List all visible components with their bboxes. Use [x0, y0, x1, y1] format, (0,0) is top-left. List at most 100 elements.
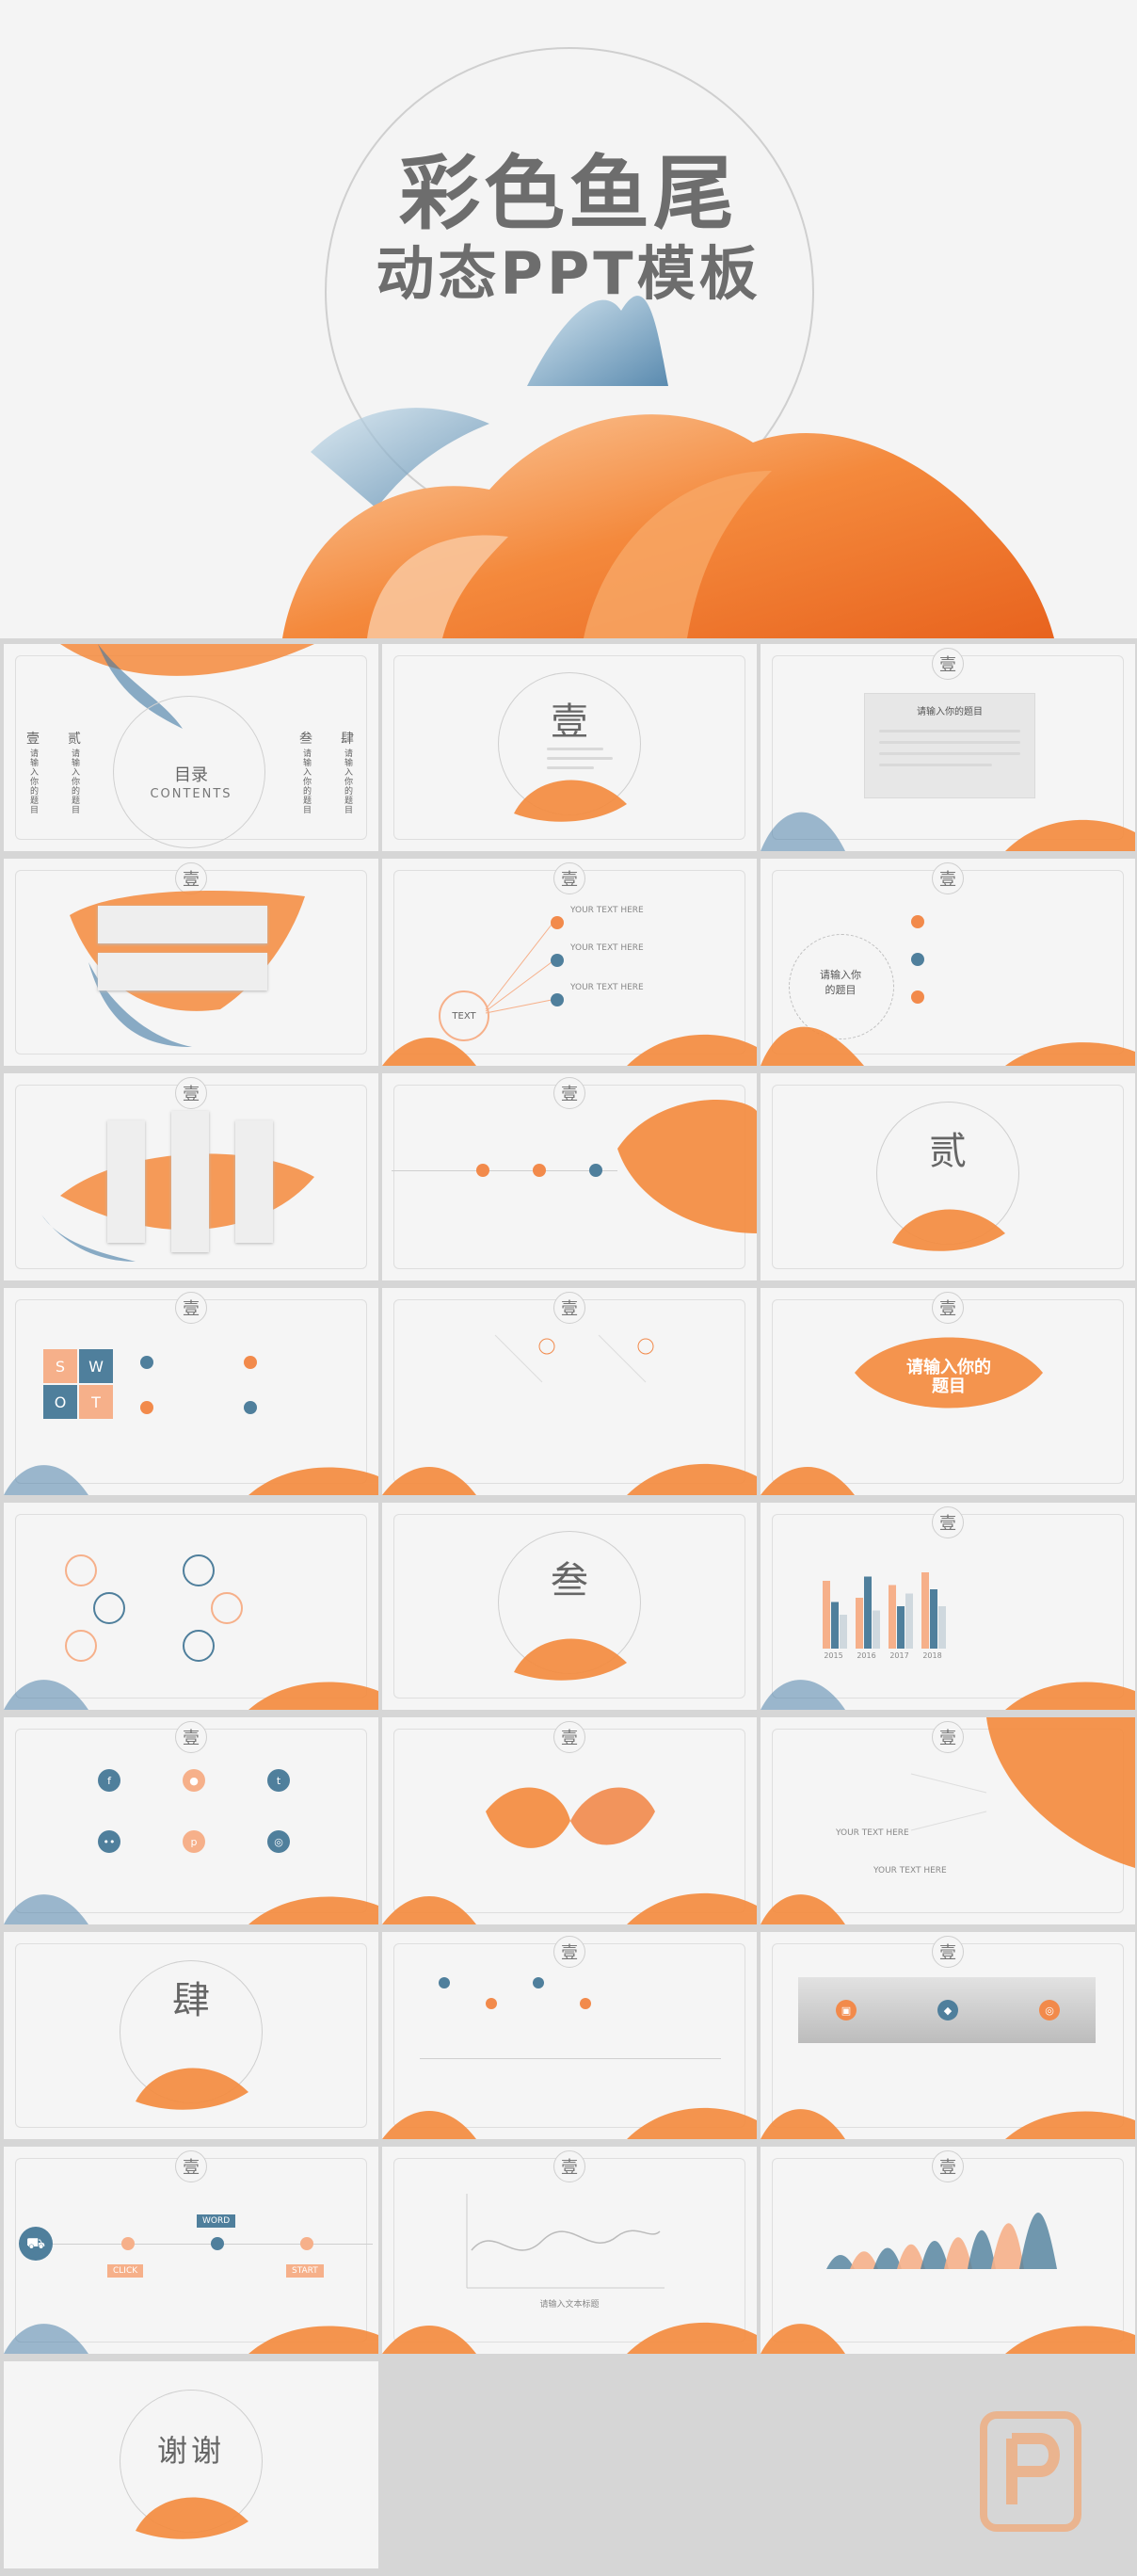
chapter-2-char[interactable]: 贰 — [68, 732, 81, 747]
facebook-icon[interactable]: f — [98, 1769, 120, 1792]
slide-wave-chart[interactable]: 壹 — [761, 2147, 1135, 2354]
fish-tail-illustration — [4, 1894, 378, 1924]
chapter-badge: 壹 — [932, 1506, 964, 1538]
user-icon — [244, 1401, 257, 1414]
wave-chart — [761, 2213, 1135, 2354]
fish-tail-illustration — [761, 1026, 1135, 1066]
fish-tail-illustration — [382, 2107, 757, 2139]
instagram-icon[interactable]: ◎ — [267, 1830, 290, 1853]
chapter-four-char: 肆 — [172, 1979, 210, 2022]
slide-social-icons[interactable]: 壹 f ● t •• p ◎ — [4, 1717, 378, 1924]
slide-bar-chart[interactable]: 壹 2015 2016 2017 2018 — [761, 1503, 1135, 1710]
chapter-badge: 壹 — [932, 1936, 964, 1968]
text-node: TEXT — [439, 990, 489, 1041]
bar-2-2 — [905, 1593, 913, 1649]
swot-w: W — [79, 1349, 113, 1383]
bar-1-1 — [864, 1576, 872, 1649]
bullet-icon — [911, 990, 924, 1004]
bar-1-0 — [856, 1598, 863, 1649]
topic-ring — [789, 934, 894, 1039]
slide-vertical-cards[interactable]: 壹 — [4, 1073, 378, 1280]
item-label: YOUR TEXT HERE — [570, 943, 644, 953]
bar-1-2 — [873, 1610, 880, 1649]
fish-tail-illustration — [4, 2324, 378, 2354]
chapter-badge: 壹 — [553, 1936, 585, 1968]
bullet-icon — [911, 953, 924, 966]
chapter-4-char[interactable]: 肆 — [341, 732, 354, 747]
shopping-cart-icon: ⛟ — [19, 2227, 53, 2261]
bar-chart — [823, 1572, 946, 1649]
slide-circle-topic[interactable]: 壹 请输入你的题目 — [761, 859, 1135, 1066]
slide-two-fish[interactable]: 壹 — [382, 1717, 757, 1924]
slide-center-fish[interactable]: 壹 请输入你的题目 — [761, 1288, 1135, 1495]
slide-timeline-fish[interactable]: 壹 — [382, 1073, 757, 1280]
slide-thanks[interactable]: 谢谢 — [4, 2361, 378, 2568]
fish-tail-illustration — [761, 1717, 1135, 1924]
fish-tail-illustration — [4, 1680, 378, 1710]
slide-photo-strip[interactable]: 壹 ▣ ◆ ◎ — [761, 1932, 1135, 2139]
map-pin-icon — [533, 1977, 544, 1988]
slide-fish-cards[interactable]: 壹 — [4, 859, 378, 1066]
dribbble-icon[interactable]: ● — [183, 1769, 205, 1792]
swot-o: O — [43, 1385, 77, 1419]
chapter-3-char[interactable]: 叁 — [299, 732, 312, 747]
slide-pin-timeline[interactable]: 壹 — [382, 1932, 757, 2139]
word-label: WORD — [197, 2214, 236, 2228]
pinterest-icon[interactable]: p — [183, 1830, 205, 1853]
text-card — [98, 953, 267, 990]
timeline-dot — [476, 1164, 489, 1177]
connector-lines — [382, 916, 757, 1066]
slide-circle-list[interactable] — [4, 1503, 378, 1710]
fish-tail-illustration — [761, 1337, 1043, 1495]
topic-text: 请输入你的题目 — [820, 969, 861, 996]
start-label: START — [286, 2264, 324, 2278]
fish-tail-illustration — [382, 1787, 757, 1924]
slide-text-diagram[interactable]: 壹 TEXT YOUR TEXT HERE YOUR TEXT HERE YOU… — [382, 859, 757, 1066]
slide-cart-timeline[interactable]: 壹 ⛟ WORD CLICK START — [4, 2147, 378, 2354]
text-card: 请输入你的题目 — [864, 693, 1035, 798]
swot-t: T — [79, 1385, 113, 1419]
text-card-title: 请输入你的题目 — [917, 707, 983, 717]
cover-title: 彩色鱼尾 — [399, 147, 738, 241]
twitter-icon[interactable]: t — [267, 1769, 290, 1792]
fish-tail-illustration — [761, 812, 1135, 851]
chapter-1-topic: 请输入你的题目 — [30, 749, 40, 815]
chapter-badge: 壹 — [553, 862, 585, 894]
item-label: YOUR TEXT HERE — [570, 983, 644, 992]
map-pin-icon — [439, 1977, 450, 1988]
bar-0-0 — [823, 1581, 830, 1649]
chapter-badge: 壹 — [553, 1077, 585, 1109]
chapter-badge: 壹 — [932, 1721, 964, 1753]
slide-chapter-one[interactable]: 壹 — [382, 644, 757, 851]
flickr-icon[interactable]: •• — [98, 1830, 120, 1853]
bar-0-1 — [831, 1602, 839, 1649]
timeline-dot — [589, 1164, 602, 1177]
chapter-badge: 壹 — [932, 2150, 964, 2182]
slide-line-chart[interactable]: 壹 请输入文本标题 — [382, 2147, 757, 2354]
chapter-badge: 壹 — [175, 1077, 207, 1109]
slide-swot[interactable]: 壹 S W O T — [4, 1288, 378, 1495]
chapter-3-topic: 请输入你的题目 — [303, 749, 312, 815]
timeline-dot — [121, 2237, 135, 2250]
slide-chapter-four[interactable]: 肆 — [4, 1932, 378, 2139]
slide-three-columns[interactable]: 壹 — [382, 1288, 757, 1495]
slide-contents[interactable]: 目录 CONTENTS 壹 贰 叁 肆 请输入你的题目 请输入你的题目 请输入你… — [4, 644, 378, 851]
chapter-two-char: 贰 — [929, 1130, 967, 1173]
bullet-icon — [911, 915, 924, 928]
contents-subtitle: CONTENTS — [150, 787, 232, 801]
chapter-one-char: 壹 — [551, 700, 588, 744]
contents-ring — [113, 696, 265, 848]
chapter-badge: 壹 — [175, 1721, 207, 1753]
chapter-badge: 壹 — [553, 2150, 585, 2182]
slide-fish-lines[interactable]: 壹 YOUR TEXT HERE YOUR TEXT HERE — [761, 1717, 1135, 1924]
chapter-1-char[interactable]: 壹 — [26, 732, 40, 747]
slide-chapter-three[interactable]: 叁 — [382, 1503, 757, 1710]
chapter-badge: 壹 — [175, 2150, 207, 2182]
item-label: YOUR TEXT HERE — [836, 1828, 909, 1838]
bar-3-1 — [930, 1589, 937, 1649]
slide-chapter-two[interactable]: 贰 — [761, 1073, 1135, 1280]
item-label: YOUR TEXT HERE — [570, 906, 644, 915]
click-label: CLICK — [107, 2264, 144, 2278]
chapter-2-topic: 请输入你的题目 — [72, 749, 81, 815]
slide-title-box[interactable]: 壹 请输入你的题目 — [761, 644, 1135, 851]
